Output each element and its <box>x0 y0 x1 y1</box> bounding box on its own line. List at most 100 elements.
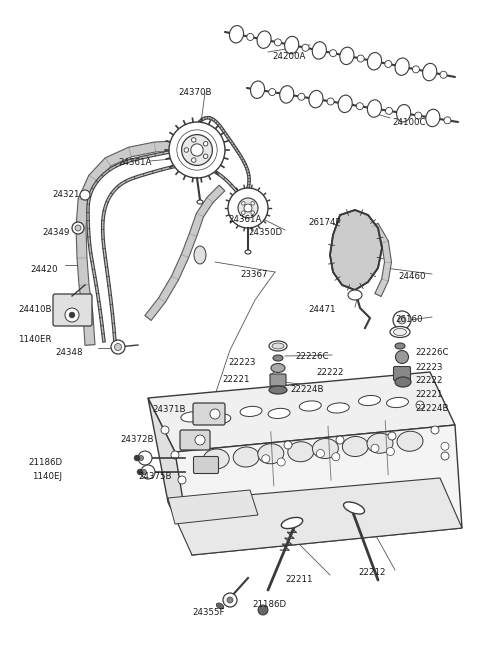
Circle shape <box>138 451 152 465</box>
Circle shape <box>258 605 268 615</box>
Polygon shape <box>145 185 225 320</box>
FancyBboxPatch shape <box>394 367 410 381</box>
Circle shape <box>69 312 75 318</box>
Ellipse shape <box>342 436 368 457</box>
Ellipse shape <box>197 200 203 204</box>
Ellipse shape <box>257 31 271 48</box>
Ellipse shape <box>340 47 354 65</box>
FancyBboxPatch shape <box>180 430 210 450</box>
Text: 24375B: 24375B <box>138 472 171 481</box>
Circle shape <box>191 144 203 156</box>
Polygon shape <box>330 210 382 290</box>
Text: 22223: 22223 <box>415 363 443 372</box>
Circle shape <box>192 138 196 142</box>
Ellipse shape <box>194 246 206 264</box>
Circle shape <box>75 225 81 231</box>
Ellipse shape <box>258 443 284 464</box>
Polygon shape <box>148 372 455 452</box>
Circle shape <box>181 134 212 166</box>
Text: 22223: 22223 <box>228 358 255 367</box>
Ellipse shape <box>422 64 437 81</box>
Polygon shape <box>76 141 175 345</box>
Circle shape <box>388 432 396 440</box>
Circle shape <box>441 442 449 450</box>
Circle shape <box>80 190 90 200</box>
Polygon shape <box>168 478 462 555</box>
Text: 21186D: 21186D <box>28 458 62 467</box>
Text: 24420: 24420 <box>30 265 58 274</box>
Circle shape <box>440 71 447 78</box>
Polygon shape <box>372 223 392 297</box>
Text: 22221: 22221 <box>222 375 250 384</box>
Ellipse shape <box>209 414 231 424</box>
Ellipse shape <box>281 517 303 529</box>
Polygon shape <box>175 425 462 555</box>
Ellipse shape <box>272 343 284 349</box>
Circle shape <box>65 308 79 322</box>
Text: 22226C: 22226C <box>415 348 448 357</box>
Text: 24460: 24460 <box>398 272 425 281</box>
Polygon shape <box>168 490 258 524</box>
Circle shape <box>115 343 121 350</box>
Circle shape <box>72 222 84 234</box>
Ellipse shape <box>394 329 407 335</box>
Text: 24410B: 24410B <box>18 305 51 314</box>
Ellipse shape <box>181 412 203 422</box>
Ellipse shape <box>268 408 290 419</box>
Text: 24349: 24349 <box>42 228 70 237</box>
Circle shape <box>241 211 245 214</box>
Circle shape <box>171 451 179 459</box>
Ellipse shape <box>271 364 285 373</box>
Circle shape <box>371 444 379 452</box>
Circle shape <box>262 455 270 462</box>
Circle shape <box>415 112 422 119</box>
Text: 24350D: 24350D <box>248 228 282 237</box>
Text: 22212: 22212 <box>358 568 385 577</box>
Ellipse shape <box>327 403 349 413</box>
Ellipse shape <box>312 438 338 458</box>
Circle shape <box>238 198 258 218</box>
Circle shape <box>210 409 220 419</box>
Circle shape <box>207 460 215 468</box>
Text: 1140ER: 1140ER <box>18 335 51 344</box>
Text: 1140EJ: 1140EJ <box>32 472 62 481</box>
Circle shape <box>431 426 439 434</box>
Text: 26174P: 26174P <box>308 218 341 227</box>
Ellipse shape <box>269 386 287 394</box>
Ellipse shape <box>396 105 411 122</box>
Ellipse shape <box>359 396 381 405</box>
Polygon shape <box>101 164 251 342</box>
Circle shape <box>184 148 189 152</box>
Ellipse shape <box>338 95 352 113</box>
Text: 23367: 23367 <box>240 270 267 279</box>
Circle shape <box>251 211 254 214</box>
Circle shape <box>275 39 281 46</box>
Ellipse shape <box>288 441 314 462</box>
Text: 21186D: 21186D <box>252 600 286 609</box>
Text: 24371B: 24371B <box>152 405 185 414</box>
Circle shape <box>178 476 186 484</box>
Ellipse shape <box>312 42 326 59</box>
Ellipse shape <box>216 603 224 609</box>
Circle shape <box>192 158 196 162</box>
Circle shape <box>385 60 392 67</box>
Circle shape <box>141 465 155 479</box>
Circle shape <box>327 98 334 105</box>
Ellipse shape <box>245 250 251 254</box>
Text: 22224B: 22224B <box>415 404 448 413</box>
Circle shape <box>251 202 254 205</box>
Ellipse shape <box>395 343 405 349</box>
Circle shape <box>416 401 424 409</box>
Ellipse shape <box>344 502 364 514</box>
FancyBboxPatch shape <box>270 374 286 386</box>
Circle shape <box>302 45 309 51</box>
Circle shape <box>204 154 208 159</box>
Circle shape <box>244 204 252 212</box>
Ellipse shape <box>269 341 287 351</box>
Circle shape <box>444 117 451 124</box>
Text: 24372B: 24372B <box>120 435 154 444</box>
Circle shape <box>298 93 305 100</box>
Circle shape <box>398 316 406 324</box>
Polygon shape <box>148 398 195 555</box>
Ellipse shape <box>233 447 259 467</box>
